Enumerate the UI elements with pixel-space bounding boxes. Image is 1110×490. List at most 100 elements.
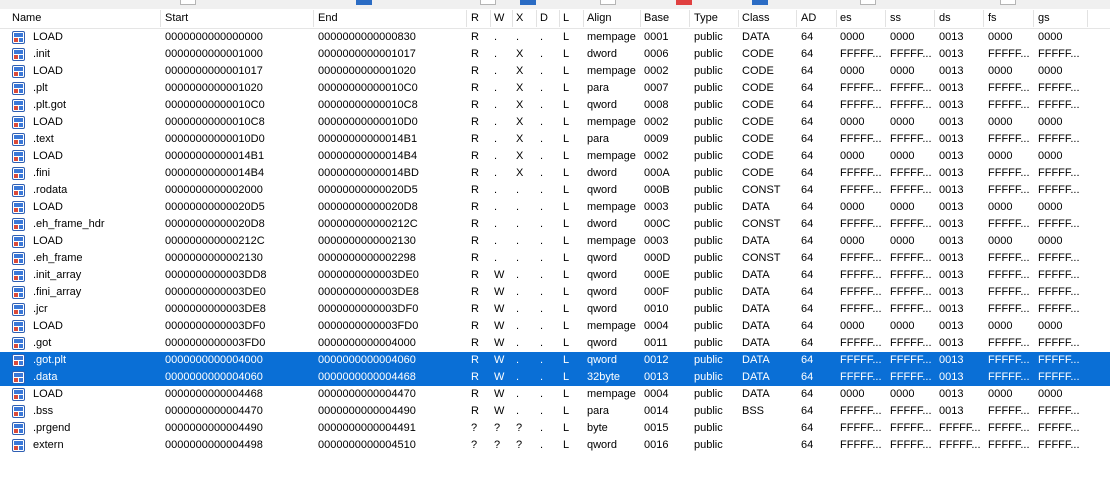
cell-ss: FFFFF... xyxy=(890,269,932,281)
table-row[interactable]: extern 0000000000004498 0000000000004510??… xyxy=(0,437,1110,454)
cell-name: .data xyxy=(33,371,58,383)
table-row[interactable]: .data 0000000000004060 0000000000004468 R W.… xyxy=(0,369,1110,386)
cell-base: 0014 xyxy=(644,405,669,417)
column-header-start[interactable]: Start xyxy=(165,9,314,28)
cell-es: 0000 xyxy=(840,31,865,43)
column-header-fs[interactable]: fs xyxy=(988,9,1034,28)
table-row[interactable]: LOAD 00000000000014B1 00000000000014B4 R. X.… xyxy=(0,148,1110,165)
cell-end: 0000000000000830 xyxy=(318,31,416,43)
cell-name: LOAD xyxy=(33,31,63,43)
cell-gs: 0000 xyxy=(1038,235,1063,247)
cell-start: 0000000000003DF0 xyxy=(165,320,266,332)
column-header-class[interactable]: Class xyxy=(742,9,797,28)
table-row[interactable]: .got.plt 0000000000004000 0000000000004060… xyxy=(0,352,1110,369)
table-row[interactable]: LOAD 0000000000001017 0000000000001020 R. X.… xyxy=(0,63,1110,80)
cell-x: . xyxy=(516,286,520,298)
table-row[interactable]: .init 0000000000001000 0000000000001017 R. X… xyxy=(0,46,1110,63)
cell-ds: 0013 xyxy=(939,286,964,298)
cell-end: 0000000000001017 xyxy=(318,48,416,60)
cell-base: 0003 xyxy=(644,201,669,213)
column-header-l[interactable]: L xyxy=(563,9,584,28)
column-header-type[interactable]: Type xyxy=(694,9,739,28)
table-row[interactable]: .eh_frame 0000000000002130 000000000000229… xyxy=(0,250,1110,267)
table-row[interactable]: .init_array 0000000000003DD8 0000000000003… xyxy=(0,267,1110,284)
column-header-end[interactable]: End xyxy=(318,9,467,28)
table-row[interactable]: LOAD 00000000000010C8 00000000000010D0 R. X.… xyxy=(0,114,1110,131)
toolbar-tab-fragment xyxy=(480,0,496,5)
table-row[interactable]: .prgend 0000000000004490 0000000000004491?… xyxy=(0,420,1110,437)
cell-base: 0003 xyxy=(644,235,669,247)
table-row[interactable]: .text 00000000000010D0 00000000000014B1 R. X… xyxy=(0,131,1110,148)
cell-class: CONST xyxy=(742,184,781,196)
table-row[interactable]: .plt 0000000000001020 00000000000010C0 R. X.… xyxy=(0,80,1110,97)
cell-x: . xyxy=(516,354,520,366)
column-header-ds[interactable]: ds xyxy=(939,9,984,28)
cell-w: W xyxy=(494,337,505,349)
cell-name: .prgend xyxy=(33,422,71,434)
cell-r: R xyxy=(471,82,479,94)
cell-start: 0000000000001017 xyxy=(165,65,263,77)
cell-base: 000E xyxy=(644,269,670,281)
cell-l: L xyxy=(563,252,570,264)
cell-class: CODE xyxy=(742,99,774,111)
table-row[interactable]: LOAD 0000000000003DF0 0000000000003FD0 R W..… xyxy=(0,318,1110,335)
table-row[interactable]: .fini 00000000000014B4 00000000000014BD R. X… xyxy=(0,165,1110,182)
cell-end: 0000000000004468 xyxy=(318,371,416,383)
cell-l: L xyxy=(563,337,570,349)
segment-icon xyxy=(12,31,25,44)
column-header-x[interactable]: X xyxy=(516,9,537,28)
cell-align: mempage xyxy=(587,31,636,43)
cell-start: 00000000000020D5 xyxy=(165,201,265,213)
table-row[interactable]: .fini_array 0000000000003DE0 0000000000003… xyxy=(0,284,1110,301)
cell-w: . xyxy=(494,116,498,128)
cell-x: . xyxy=(516,371,520,383)
cell-end: 0000000000004510 xyxy=(318,439,416,451)
cell-r: R xyxy=(471,303,479,315)
cell-ad: 64 xyxy=(801,235,814,247)
cell-ds: 0013 xyxy=(939,167,964,179)
cell-fs: 0000 xyxy=(988,320,1013,332)
cell-align: dword xyxy=(587,167,617,179)
cell-l: L xyxy=(563,65,570,77)
cell-x: X xyxy=(516,82,524,94)
table-row[interactable]: LOAD 0000000000004468 0000000000004470 R W..… xyxy=(0,386,1110,403)
column-header-ss[interactable]: ss xyxy=(890,9,935,28)
column-header-d[interactable]: D xyxy=(540,9,560,28)
cell-end: 00000000000010D0 xyxy=(318,116,418,128)
table-row[interactable]: .eh_frame_hdr 00000000000020D8 00000000000… xyxy=(0,216,1110,233)
table-row[interactable]: .jcr 0000000000003DE8 0000000000003DF0 R W..… xyxy=(0,301,1110,318)
cell-start: 000000000000212C xyxy=(165,235,265,247)
cell-x: X xyxy=(516,65,524,77)
table-row[interactable]: .bss 0000000000004470 0000000000004490 R W..… xyxy=(0,403,1110,420)
column-header-w[interactable]: W xyxy=(494,9,513,28)
column-header-base[interactable]: Base xyxy=(644,9,690,28)
segment-icon xyxy=(12,303,25,316)
table-row[interactable]: .got 0000000000003FD0 0000000000004000 R W..… xyxy=(0,335,1110,352)
toolbar-tab-fragment xyxy=(600,0,616,5)
column-header-r[interactable]: R xyxy=(471,9,491,28)
column-header-align[interactable]: Align xyxy=(587,9,641,28)
cell-gs: FFFFF... xyxy=(1038,371,1080,383)
column-header-es[interactable]: es xyxy=(840,9,886,28)
cell-d: . xyxy=(540,184,544,196)
table-row[interactable]: LOAD 0000000000000000 0000000000000830 R...… xyxy=(0,29,1110,46)
column-header-ad[interactable]: AD xyxy=(801,9,837,28)
cell-fs: FFFFF... xyxy=(988,337,1030,349)
column-header-name[interactable]: Name xyxy=(12,9,161,28)
cell-x: . xyxy=(516,269,520,281)
cell-start: 0000000000004498 xyxy=(165,439,263,451)
table-row[interactable]: .rodata 0000000000002000 00000000000020D5 R… xyxy=(0,182,1110,199)
column-header-gs[interactable]: gs xyxy=(1038,9,1088,28)
cell-gs: FFFFF... xyxy=(1038,405,1080,417)
table-row[interactable]: LOAD 000000000000212C 0000000000002130 R...… xyxy=(0,233,1110,250)
cell-ds: FFFFF... xyxy=(939,422,981,434)
cell-r: R xyxy=(471,235,479,247)
table-row[interactable]: LOAD 00000000000020D5 00000000000020D8 R...… xyxy=(0,199,1110,216)
cell-type: public xyxy=(694,31,723,43)
cell-end: 0000000000004490 xyxy=(318,405,416,417)
cell-ad: 64 xyxy=(801,65,814,77)
cell-ss: FFFFF... xyxy=(890,354,932,366)
cell-type: public xyxy=(694,354,723,366)
cell-es: 0000 xyxy=(840,65,865,77)
table-row[interactable]: .plt.got 00000000000010C0 00000000000010C8… xyxy=(0,97,1110,114)
